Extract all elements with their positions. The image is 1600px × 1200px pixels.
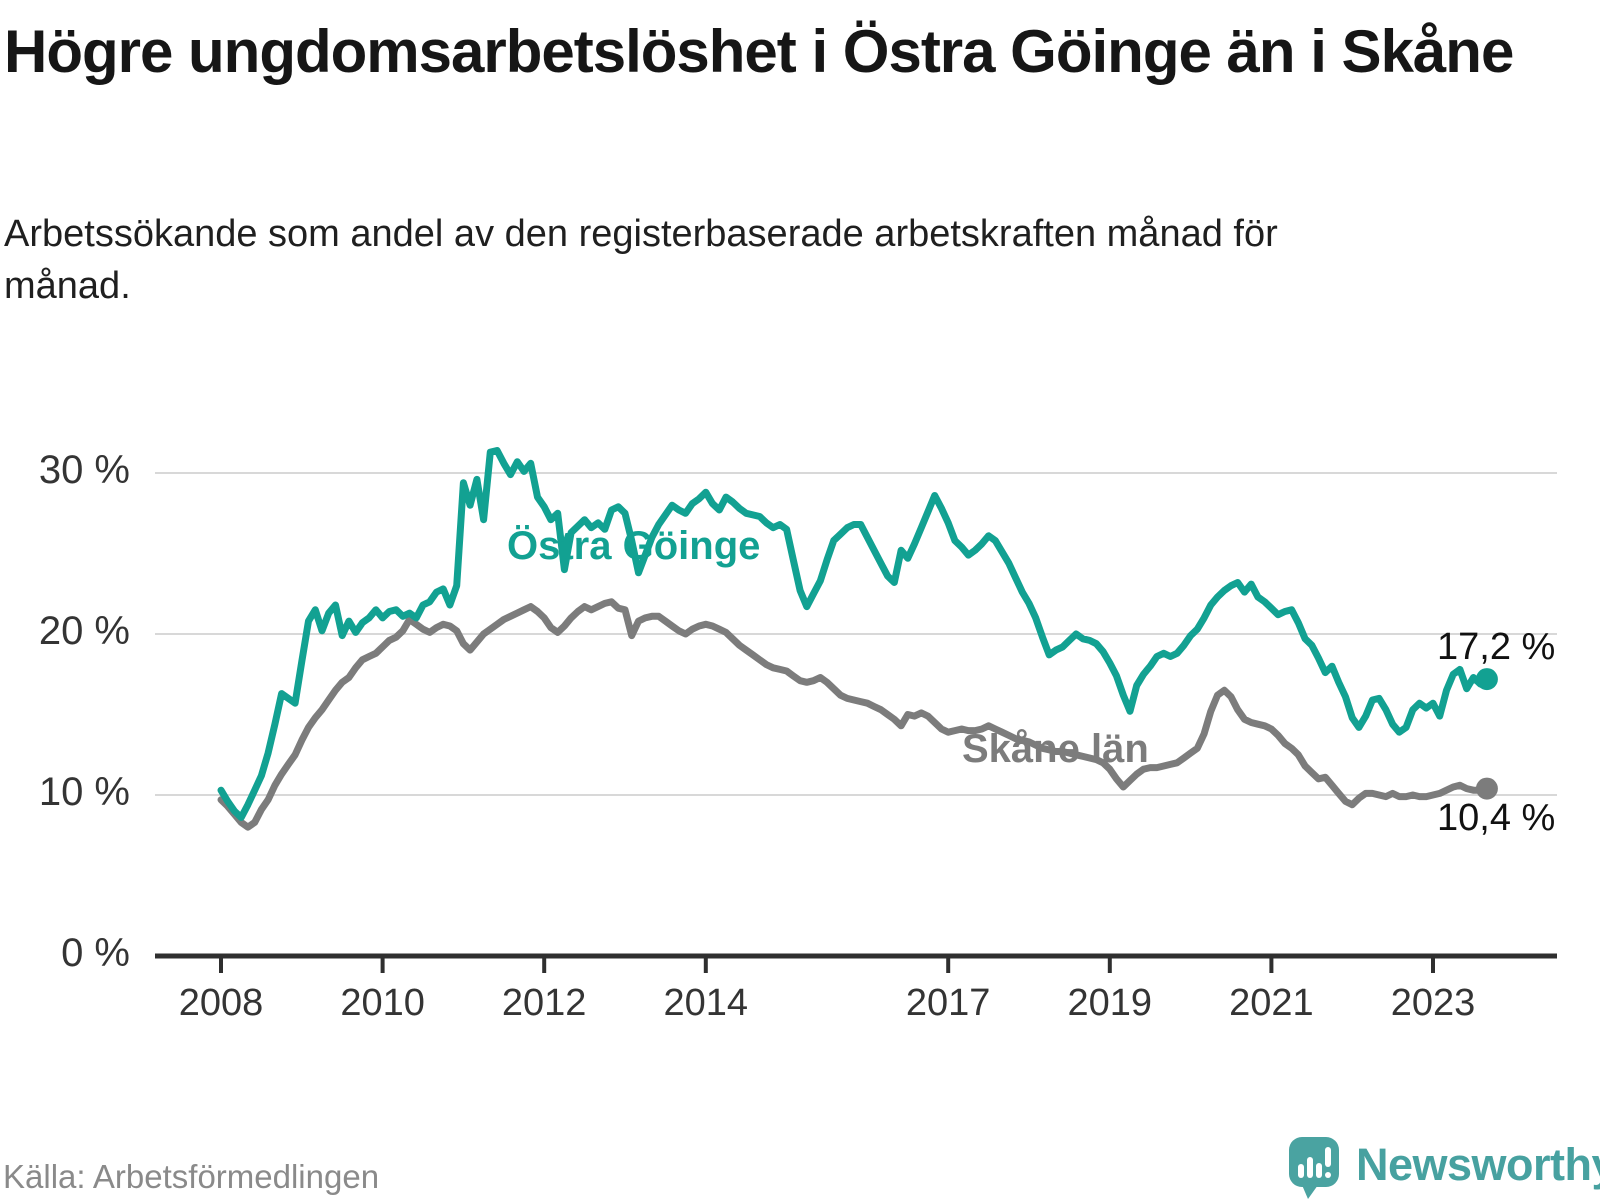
chart-subtitle: Arbetssökande som andel av den registerb… <box>4 213 1278 308</box>
series-end-dot-1 <box>1475 777 1498 800</box>
x-axis-label: 2014 <box>663 982 749 1024</box>
y-axis-label: 30 % <box>38 448 130 492</box>
x-axis-label: 2017 <box>905 982 991 1024</box>
series-label-ostra-goinge: Östra Göinge <box>507 524 761 568</box>
x-axis-label: 2008 <box>178 982 264 1024</box>
end-value-label-skane-lan: 10,4 % <box>1437 797 1556 839</box>
y-axis-label: 20 % <box>38 609 130 653</box>
y-axis-label: 0 % <box>61 931 130 975</box>
x-axis-label: 2010 <box>340 982 425 1024</box>
end-value-label-ostra-goinge: 17,2 % <box>1437 626 1556 668</box>
x-axis-label: 2023 <box>1390 982 1476 1024</box>
source-attribution: Källa: Arbetsförmedlingen <box>3 1158 380 1195</box>
newsworthy-logo-icon <box>1289 1137 1339 1199</box>
series-line-0 <box>217 447 1491 821</box>
x-axis-label: 2019 <box>1067 982 1153 1024</box>
x-axis-label: 2021 <box>1229 982 1314 1024</box>
series-line-1 <box>217 598 1491 831</box>
newsworthy-logo: Newsworthy <box>1288 1136 1600 1200</box>
series-end-dot-0 <box>1475 668 1498 691</box>
newsworthy-logo-text: Newsworthy <box>1356 1138 1600 1190</box>
series-label-skane-lan: Skåne län <box>962 727 1149 771</box>
chart-title: Högre ungdomsarbetslöshet i Östra Göinge… <box>4 18 1514 85</box>
y-axis-label: 10 % <box>38 770 130 814</box>
x-axis-label: 2012 <box>501 982 587 1024</box>
